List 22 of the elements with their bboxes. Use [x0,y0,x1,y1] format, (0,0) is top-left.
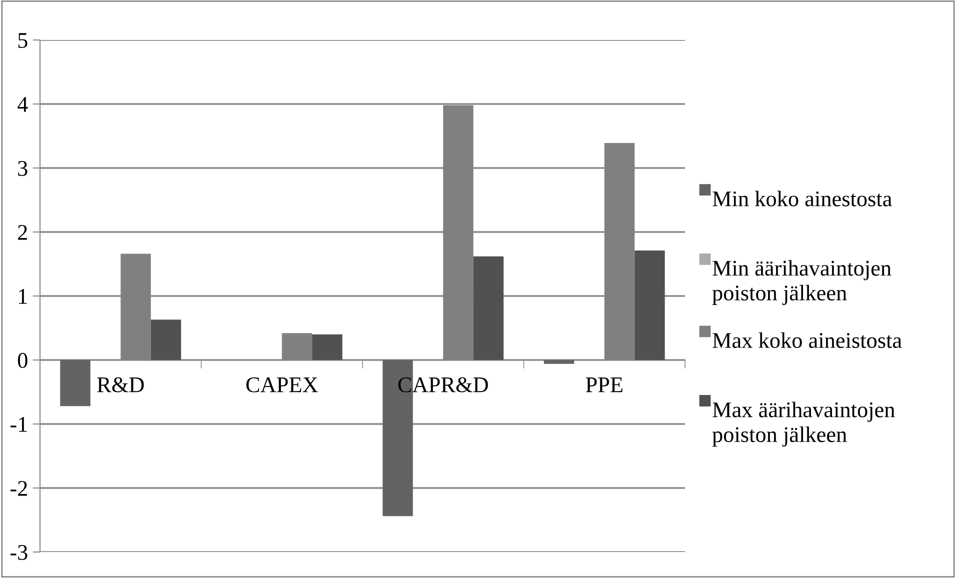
y-tick-label: -3 [10,544,28,560]
y-tick-label: 4 [18,97,28,112]
y-tick-label: -2 [10,480,27,496]
bar [634,250,665,360]
x-tick-label: PPE [586,378,622,392]
legend-label: Max koko aineistosta [712,332,902,348]
bar [544,360,574,364]
x-tick-label: R&D [97,377,144,392]
y-tick-label: 3 [18,160,28,176]
legend-label: Min äärihavaintojen poiston jälkeen [712,260,892,306]
y-tick-label: 1 [19,289,27,304]
y-tick-label: -1 [10,417,27,432]
bar [60,360,90,406]
bar [312,334,342,360]
y-tick-label: 2 [18,224,27,240]
y-tick-label: 5 [18,33,28,48]
x-tick-label: CAPEX [246,377,318,392]
y-tick-label: 0 [18,352,28,368]
legend-label: Min koko ainestosta [712,190,892,206]
bar [473,256,504,360]
bar [150,320,182,360]
legend-label: Max äärihavaintojen poiston jälkeen [712,402,895,447]
